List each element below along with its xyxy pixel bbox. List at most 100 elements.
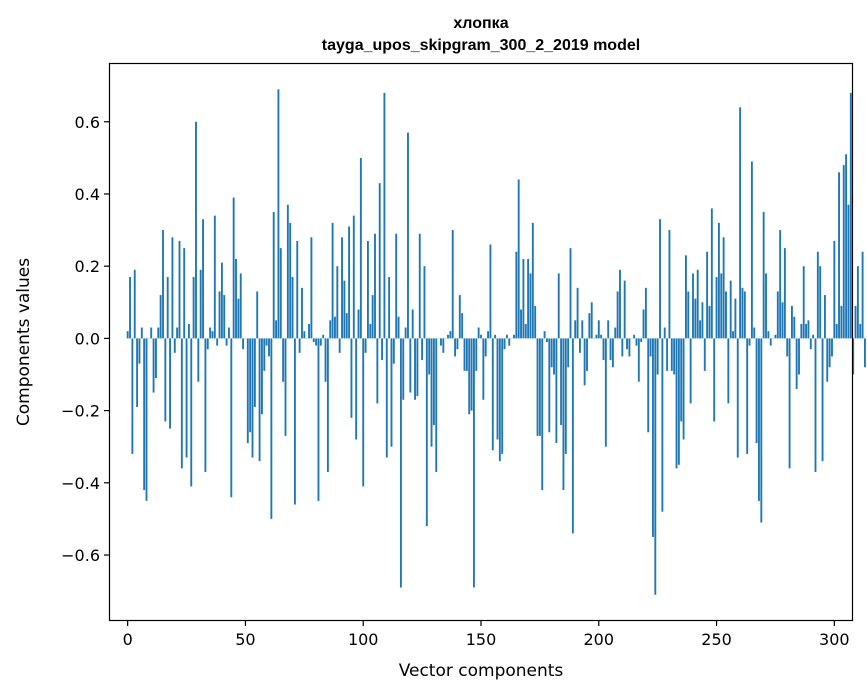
bar-186	[564, 338, 567, 454]
bar-117	[402, 338, 405, 400]
bar-63	[275, 320, 277, 339]
bar-21	[176, 327, 179, 339]
bar-28	[192, 277, 195, 339]
bar-102	[366, 240, 369, 339]
bar-229	[666, 338, 669, 371]
bar-259	[736, 338, 739, 458]
bar-195	[586, 338, 588, 371]
bar-121	[411, 309, 414, 339]
bar-149	[477, 327, 480, 339]
bar-201	[600, 334, 603, 339]
bar-189	[571, 338, 574, 534]
bar-212	[626, 338, 628, 350]
bar-235	[680, 338, 683, 422]
bar-292	[814, 338, 817, 472]
bar-312	[861, 251, 864, 339]
bar-209	[619, 269, 621, 339]
bar-199	[595, 334, 598, 339]
bar-248	[710, 208, 713, 339]
bar-302	[838, 172, 840, 339]
x-axis-label: Vector components	[399, 661, 564, 681]
bar-106	[376, 338, 379, 404]
bar-275	[774, 334, 777, 339]
bar-84	[324, 338, 327, 382]
bar-93	[345, 313, 348, 339]
bar-266	[753, 327, 756, 339]
bar-62	[272, 212, 275, 339]
bar-107	[378, 183, 381, 339]
bar-285	[798, 338, 800, 375]
bar-169	[524, 323, 527, 339]
bar-33	[204, 338, 207, 472]
bar-192	[578, 338, 581, 353]
bar-247	[708, 305, 711, 339]
bar-226	[659, 219, 661, 339]
bar-155	[491, 338, 494, 451]
bar-94	[348, 226, 351, 339]
bar-160	[503, 338, 506, 350]
bar-31	[199, 269, 202, 339]
bar-140	[456, 338, 459, 350]
bar-1	[129, 277, 131, 339]
bar-222	[649, 338, 652, 357]
bar-308	[852, 338, 855, 375]
bar-101	[364, 338, 367, 353]
bar-240	[692, 273, 694, 339]
bar-139	[454, 338, 457, 357]
bar-88	[334, 316, 336, 339]
bar-91	[341, 237, 343, 339]
bar-113	[392, 338, 395, 364]
bar-231	[670, 338, 673, 371]
bar-124	[418, 233, 421, 339]
bar-30	[197, 338, 200, 382]
bar-284	[795, 338, 798, 389]
bar-187	[567, 338, 570, 368]
bar-55	[256, 291, 259, 339]
bar-245	[703, 338, 706, 371]
y-tick-label: 0.4	[75, 185, 100, 204]
bar-108	[381, 338, 383, 361]
bar-138	[451, 230, 454, 339]
bar-299	[831, 338, 833, 357]
bar-225	[656, 338, 659, 375]
bar-110	[385, 338, 388, 458]
bar-280	[786, 338, 789, 357]
bar-25	[185, 338, 188, 458]
bar-19	[171, 237, 174, 339]
bar-234	[677, 338, 680, 465]
x-tick-label: 200	[584, 630, 615, 649]
bar-123	[416, 338, 419, 397]
bar-147	[472, 338, 475, 588]
bar-273	[769, 338, 772, 346]
x-tick-label: 100	[348, 630, 379, 649]
bar-168	[522, 258, 525, 339]
bar-180	[550, 338, 553, 368]
bar-77	[308, 323, 310, 339]
bar-239	[689, 338, 692, 404]
bar-221	[647, 338, 650, 433]
bar-120	[409, 338, 412, 393]
bar-196	[588, 313, 591, 339]
bar-287	[802, 266, 805, 339]
bar-24	[183, 248, 186, 339]
bar-263	[746, 338, 749, 454]
bar-295	[821, 338, 824, 462]
bar-70	[291, 277, 294, 339]
bar-17	[166, 277, 169, 339]
x-axis-ticks: 0 50 100 150 200 250 300	[123, 620, 850, 649]
bar-103	[369, 323, 372, 339]
bar-4	[136, 338, 139, 407]
y-tick-label: 0.2	[75, 257, 100, 276]
bar-236	[682, 338, 685, 440]
y-tick-label: 0.0	[75, 329, 100, 348]
bar-182	[555, 338, 558, 444]
bar-223	[652, 338, 654, 537]
bar-289	[807, 320, 810, 339]
bar-297	[826, 338, 829, 382]
bar-204	[607, 320, 610, 339]
bar-161	[505, 334, 508, 339]
bar-188	[569, 248, 572, 339]
bar-227	[661, 338, 664, 512]
bar-129	[430, 338, 433, 447]
bar-184	[560, 338, 563, 426]
